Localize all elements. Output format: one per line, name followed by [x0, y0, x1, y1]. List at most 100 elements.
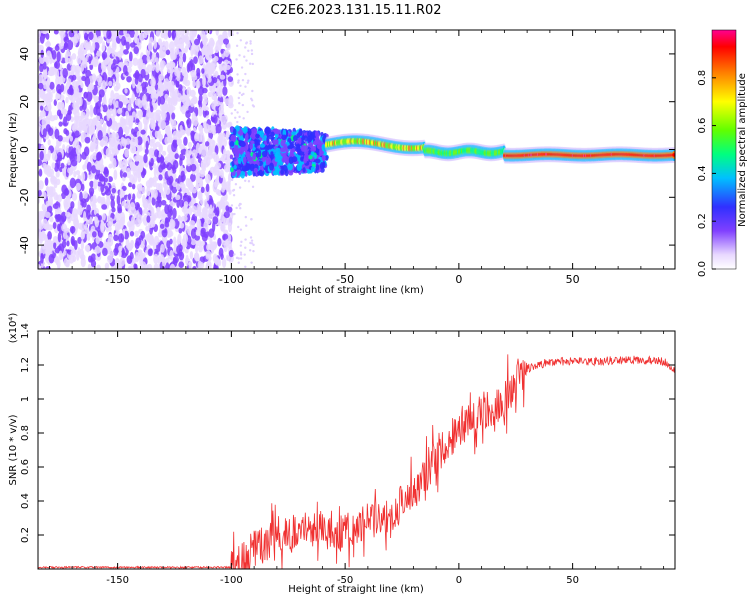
spectrogram-noise-cell [178, 227, 183, 234]
spectrogram-noise-cell [134, 241, 140, 249]
figure-title: C2E6.2023.131.15.11.R02 [270, 3, 441, 18]
spectrogram-noise-cell [42, 128, 47, 138]
spectrogram-transition-cell [302, 167, 306, 173]
spectrogram-noise-cell [105, 147, 112, 158]
spectrogram-noise-cell [189, 98, 195, 108]
spectrogram-noise-cell [222, 30, 228, 38]
spectrogram-noise-cell [106, 254, 113, 264]
spectrogram-noise-cell [135, 118, 140, 124]
spectrogram-noise-cell [77, 236, 83, 245]
spectrogram-noise-cell [100, 61, 107, 72]
spectrogram-noise-cell [53, 242, 57, 249]
spectrogram-transition-cell [303, 157, 308, 164]
spectrogram-noise-cell [123, 30, 128, 37]
spectrogram-noise-cell [38, 95, 41, 102]
spectrogram-noise-cell [159, 254, 165, 263]
spectrogram-noise-cell [38, 195, 41, 204]
spectrogram-noise-cell [224, 64, 231, 71]
spectrogram-transition-cell [281, 134, 287, 141]
spectrogram-noise-cell [125, 138, 131, 145]
spectrogram-noise-cell [165, 111, 171, 123]
spectrogram-noise-cell [140, 68, 146, 79]
spectrogram-noise-cell [153, 263, 160, 269]
spectrogram-noise-cell [65, 96, 69, 104]
spectrogram-transition-cell [237, 162, 244, 168]
spectrogram-noise-cell [67, 39, 74, 51]
spectrogram-noise-cell [86, 161, 92, 172]
spectrogram-noise-cell [118, 101, 124, 109]
spectrogram-transition-cell [230, 167, 234, 173]
spectrogram-noise-cell [108, 80, 113, 87]
spectrogram-transition-cell [310, 144, 314, 149]
spectrogram-speckle [238, 91, 241, 95]
spectrogram-noise-cell [167, 228, 173, 238]
spectrogram-noise-cell [47, 231, 52, 241]
spectrogram-noise-cell [97, 129, 103, 141]
spectrogram-noise-cell [185, 149, 190, 159]
spectrogram-noise-cell [93, 106, 98, 116]
spectrogram-noise-cell [39, 33, 45, 44]
spectrogram-transition-cell [291, 131, 297, 136]
spectrogram-noise-cell [158, 73, 164, 81]
spectrogram-noise-cell [101, 80, 107, 90]
spectrogram-noise-cell [224, 98, 230, 106]
spectrogram-noise-cell [158, 174, 163, 181]
spectrogram-noise-cell [125, 238, 130, 249]
spectrogram-noise-cell [62, 250, 67, 256]
spectrogram-noise-cell [39, 234, 46, 242]
spectrogram-transition-cell [302, 145, 308, 153]
spectrogram-noise-cell [46, 91, 52, 100]
spectrogram-transition-cell [245, 142, 249, 151]
spectrogram-speckle [236, 31, 239, 35]
spectrogram-noise-cell [141, 54, 148, 66]
spectrogram-noise-cell [165, 49, 171, 56]
spectrogram-noise-cell [179, 181, 184, 188]
spectrogram-speckle [234, 116, 237, 119]
spectrogram-speckle [239, 251, 243, 254]
spectrogram-noise-cell [54, 45, 60, 52]
spectrogram-transition-cell [230, 134, 237, 143]
spectrogram-noise-cell [133, 46, 139, 55]
spectrogram-noise-cell [129, 42, 136, 48]
spectrogram-noise-cell [153, 235, 160, 246]
spectrogram-noise-cell [66, 78, 72, 85]
spectrogram-noise-cell [199, 197, 204, 205]
spectrogram-noise-cell [136, 190, 142, 199]
spectrogram-noise-cell [104, 189, 112, 196]
spectrogram-noise-cell [227, 217, 233, 226]
spectrogram-noise-cell [205, 262, 210, 269]
spectrogram-noise-cell [108, 217, 114, 226]
spectrogram-noise-cell [52, 222, 57, 230]
spectrogram-noise-cell [83, 32, 88, 41]
spectrogram-noise-cell [212, 77, 218, 84]
spectrogram-transition-cell [232, 128, 237, 136]
spectrogram-noise-cell [217, 237, 222, 247]
spectrogram-noise-cell [50, 175, 56, 185]
spectrogram-speckle [245, 224, 248, 227]
spectrogram-noise-cell [221, 154, 226, 161]
spectrogram-noise-cell [153, 253, 159, 265]
spectrogram-noise-cell [88, 187, 95, 196]
spectrogram-noise-cell [190, 163, 197, 172]
spectrogram-noise-cell [71, 123, 77, 131]
spectrogram-noise-cell [127, 118, 134, 128]
spectrogram-noise-cell [39, 110, 45, 118]
spectrogram-noise-cell [70, 94, 76, 104]
spectrogram-noise-cell [159, 60, 166, 68]
spectrogram-noise-cell [69, 225, 76, 234]
spectrogram-noise-cell [159, 156, 165, 162]
spectrogram-noise-cell [113, 247, 119, 256]
spectrogram-noise-cell [128, 265, 132, 269]
spectrogram-noise-cell [192, 30, 198, 36]
spectrogram-transition-cell [314, 158, 321, 164]
spectrogram-noise-cell [101, 41, 106, 52]
spectrogram-noise-cell [93, 96, 99, 103]
spectrogram-noise-cell [149, 119, 154, 130]
spectrogram-noise-cell [38, 159, 43, 167]
spectrogram-noise-cell [49, 115, 56, 122]
spectrogram-noise-cell [129, 202, 136, 211]
spectrogram-noise-cell [113, 234, 119, 242]
spectrogram-transition-cell [230, 126, 234, 133]
spectrogram-noise-cell [212, 114, 218, 124]
spectrogram-noise-cell [140, 129, 146, 135]
